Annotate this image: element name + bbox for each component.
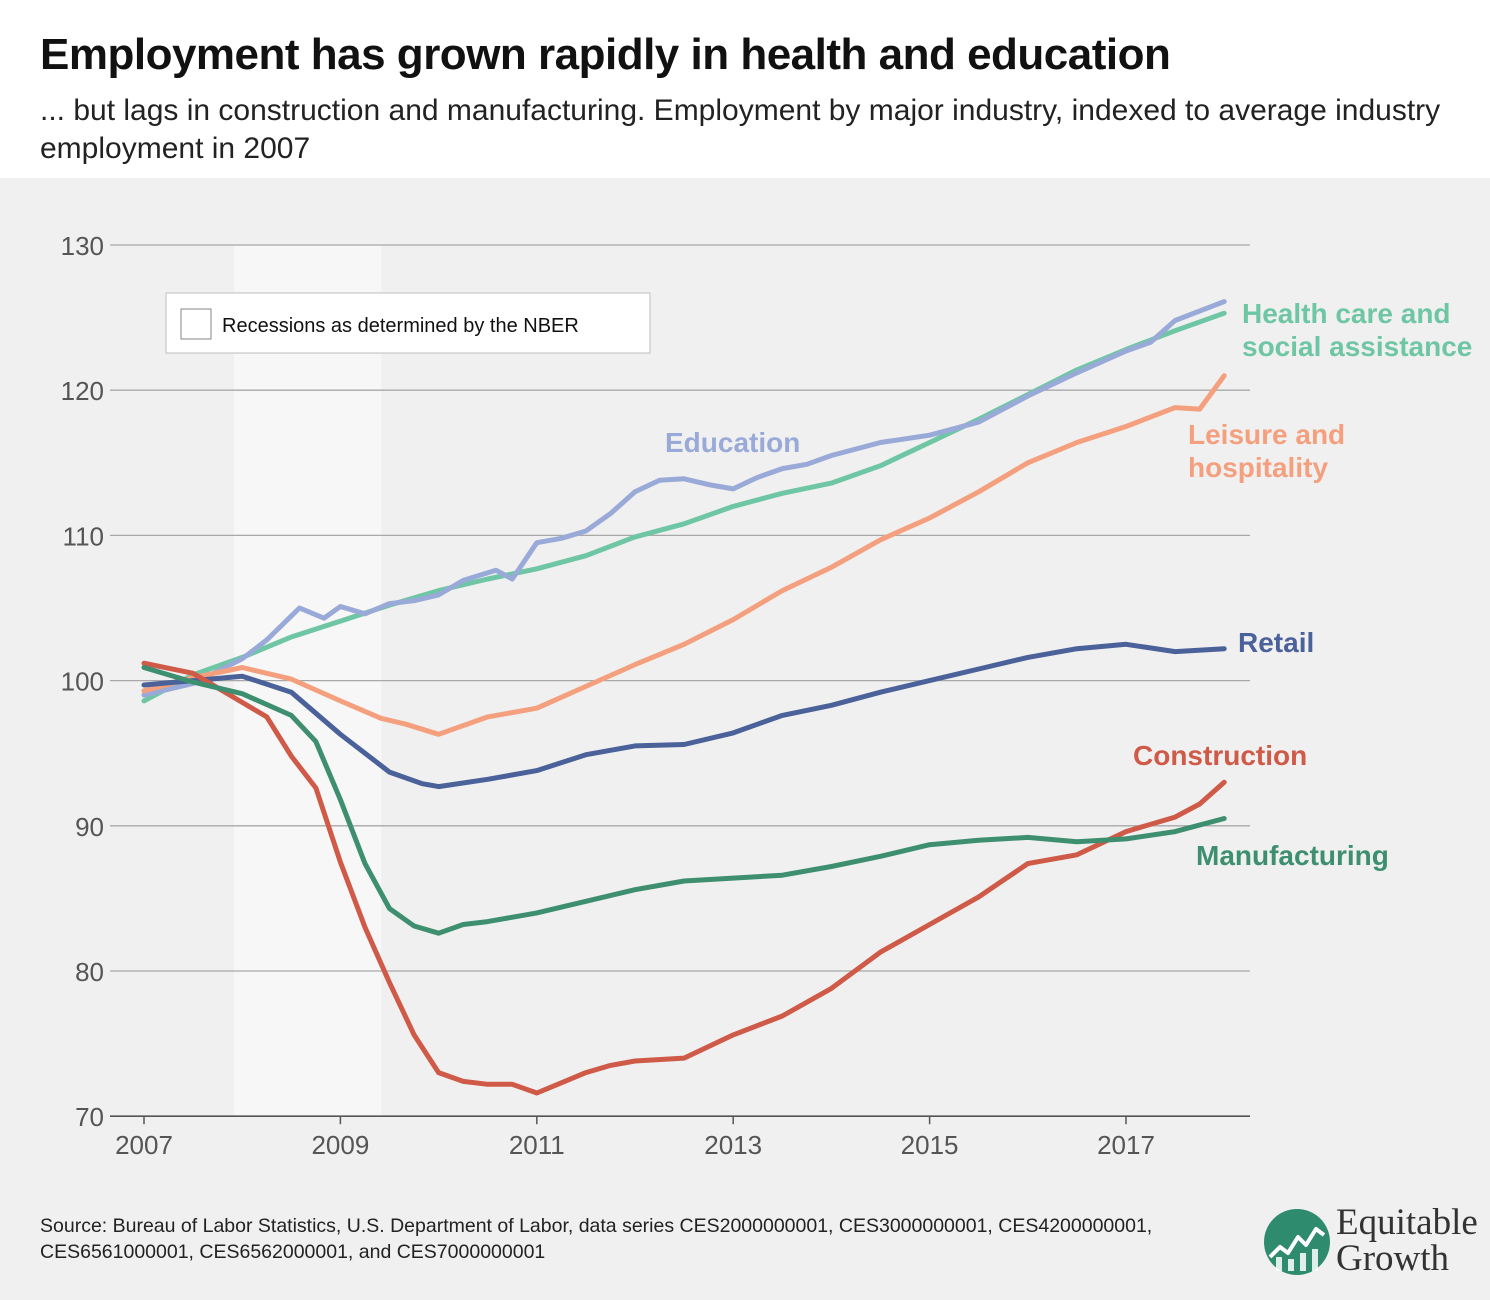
chart-subtitle: ... but lags in construction and manufac… (40, 94, 1441, 165)
logo-word-1: Equitable (1336, 1202, 1478, 1243)
legend-box (165, 292, 651, 354)
series-label: Health care and (1242, 298, 1451, 329)
series-line-4 (141, 660, 1227, 1096)
series-line-5 (141, 665, 1227, 936)
legend-recession-swatch (180, 308, 212, 340)
growth-chart-logo-icon (1264, 1209, 1330, 1275)
x-tick-label: 2017 (1097, 1130, 1155, 1160)
chart-panel: 70 80 90 100 110 120 130 2007 2009 2011 2013 2015 20… (0, 178, 1490, 1300)
y-tick-label: 100 (61, 667, 104, 697)
y-tick-label: 120 (61, 376, 104, 406)
x-tick-label: 2015 (901, 1130, 959, 1160)
series-line-1 (141, 299, 1227, 698)
x-tick-label: 2007 (115, 1130, 173, 1160)
series-label: Retail (1238, 627, 1314, 658)
equitable-growth-logo: Equitable Growth (1262, 1203, 1484, 1279)
line-chart: 70 80 90 100 110 120 130 2007 2009 2011 2013 2015 20… (61, 231, 1473, 1160)
series-line-3 (141, 641, 1227, 790)
series-label: Manufacturing (1196, 840, 1389, 871)
series-label: Construction (1133, 740, 1307, 771)
y-tick-label: 80 (75, 957, 104, 987)
y-tick-label: 130 (61, 231, 104, 261)
x-tick-label: 2013 (704, 1130, 762, 1160)
series-label: Education (665, 427, 800, 458)
logo-word-2: Growth (1336, 1238, 1450, 1279)
y-tick-label: 70 (75, 1102, 104, 1132)
series-label: social assistance (1242, 331, 1472, 362)
series-line-2 (141, 373, 1227, 737)
chart-title: Employment has grown rapidly in health a… (40, 30, 1171, 79)
source-note: Source: Bureau of Labor Statistics, U.S.… (40, 1215, 1153, 1263)
y-tick-label: 90 (75, 812, 104, 842)
series-label: Leisure and (1188, 419, 1345, 450)
x-tick-label: 2009 (311, 1130, 369, 1160)
y-tick-label: 110 (63, 521, 104, 551)
series-label: hospitality (1188, 452, 1328, 483)
x-tick-label: 2011 (509, 1130, 565, 1160)
legend-label: Recessions as determined by the NBER (222, 315, 579, 337)
